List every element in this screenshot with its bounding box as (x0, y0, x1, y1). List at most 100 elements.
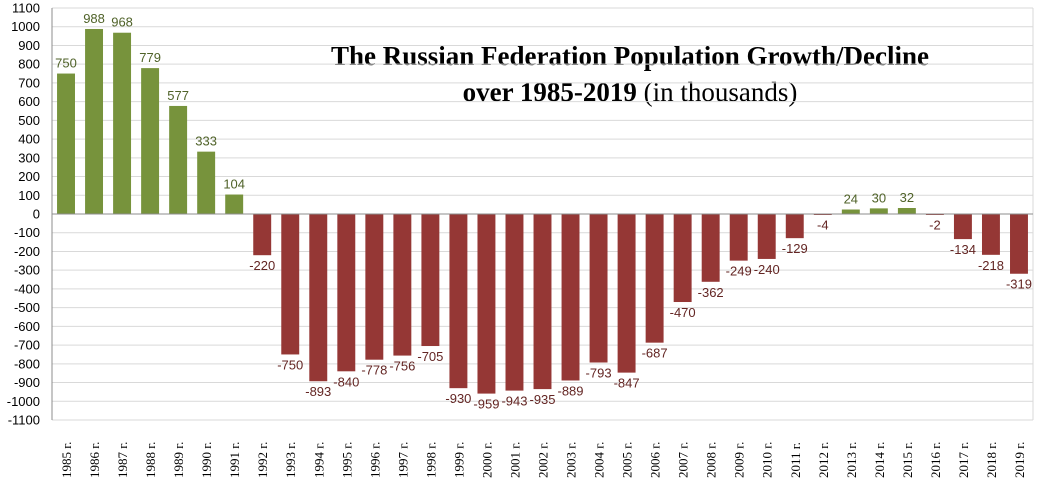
x-tick-label: 2004 г. (592, 442, 607, 478)
x-tick-label: 1993 г. (283, 442, 298, 478)
data-label: -705 (417, 349, 443, 364)
data-label: -218 (978, 258, 1004, 273)
y-tick-label: 700 (18, 75, 40, 90)
x-tick-label: 2010 г. (760, 442, 775, 478)
y-tick-label: 900 (18, 38, 40, 53)
x-tick-label: 1994 г. (311, 442, 326, 478)
y-tick-label: -600 (14, 319, 40, 334)
data-label: -249 (726, 264, 752, 279)
data-label: -756 (389, 359, 415, 374)
y-tick-label: 300 (18, 150, 40, 165)
x-tick-label: 2018 г. (984, 442, 999, 478)
data-label: 333 (195, 134, 217, 149)
bar (841, 209, 860, 214)
bar (225, 194, 244, 214)
bar (141, 68, 160, 214)
title-line-1: The Russian Federation Population Growth… (330, 41, 930, 71)
y-tick-label: -300 (14, 263, 40, 278)
x-tick-label: 1986 г. (87, 442, 102, 478)
data-label: -935 (529, 392, 555, 407)
data-label: -319 (1006, 277, 1032, 292)
bar (449, 214, 468, 389)
bar (729, 214, 748, 261)
x-tick-label: 2019 г. (1012, 442, 1027, 478)
y-tick-label: -500 (14, 300, 40, 315)
y-tick-label: -700 (14, 338, 40, 353)
y-tick-label: -1100 (8, 413, 40, 428)
y-tick-label: 800 (18, 57, 40, 72)
data-label: -943 (501, 394, 527, 409)
y-tick-label: -800 (14, 356, 40, 371)
data-label: 988 (83, 11, 105, 26)
bar (365, 214, 384, 360)
x-tick-label: 2007 г. (676, 442, 691, 478)
x-tick-label: 2003 г. (564, 442, 579, 478)
bar (169, 105, 188, 214)
data-label: -2 (929, 217, 941, 232)
bar (477, 214, 496, 394)
data-label: 750 (55, 56, 77, 71)
bar (981, 214, 1000, 255)
y-tick-label: 400 (18, 132, 40, 147)
bar (1010, 214, 1028, 274)
data-label: -840 (333, 374, 359, 389)
data-label: -750 (277, 357, 303, 372)
data-label: 30 (872, 190, 886, 205)
data-label: -778 (361, 363, 387, 378)
x-tick-label: 2014 г. (872, 442, 887, 478)
x-tick-label: 2006 г. (648, 442, 663, 478)
x-tick-label: 2001 г. (507, 442, 522, 478)
x-tick-label: 2011 г. (788, 442, 803, 478)
y-tick-label: -400 (14, 281, 40, 296)
bar (757, 214, 776, 259)
x-tick-label: 2002 г. (536, 442, 551, 478)
x-tick-label: 1989 г. (171, 442, 186, 478)
y-tick-label: 1000 (11, 19, 40, 34)
x-tick-label: 1987 г. (115, 442, 130, 478)
bar (617, 214, 636, 373)
data-label: -847 (614, 376, 640, 391)
y-tick-label: -1000 (7, 394, 40, 409)
y-tick-label: 0 (33, 207, 40, 222)
x-tick-label: 1995 г. (339, 442, 354, 478)
data-label: -129 (782, 241, 808, 256)
x-tick-label: 1991 г. (227, 442, 242, 478)
x-tick-label: 1999 г. (451, 442, 466, 478)
data-label: 779 (139, 50, 161, 65)
bar (337, 214, 356, 372)
x-tick-label: 2012 г. (816, 442, 831, 478)
data-label: -470 (670, 305, 696, 320)
x-tick-label: 1998 г. (423, 442, 438, 478)
bar (421, 214, 440, 347)
bar (57, 73, 75, 214)
bar (533, 214, 552, 390)
y-tick-label: 600 (18, 94, 40, 109)
data-label: -362 (698, 285, 724, 300)
bar (785, 214, 804, 239)
data-label: -4 (817, 218, 829, 233)
y-tick-label: 100 (18, 188, 40, 203)
bar (673, 214, 692, 303)
data-label: -793 (586, 366, 612, 381)
data-label: -889 (558, 383, 584, 398)
bar (869, 208, 888, 214)
bar (953, 214, 972, 240)
data-label: -240 (754, 262, 780, 277)
data-label: 968 (111, 15, 133, 30)
data-label: -687 (642, 346, 668, 361)
x-tick-label: 1990 г. (199, 442, 214, 478)
bar (897, 208, 916, 214)
x-tick-label: 2005 г. (620, 442, 635, 478)
bar (645, 214, 664, 343)
bar (253, 214, 272, 256)
data-label: 32 (900, 190, 914, 205)
data-label: 24 (844, 192, 858, 207)
x-tick-label: 2000 г. (479, 442, 494, 478)
bar (589, 214, 608, 363)
data-label: 577 (167, 88, 189, 103)
data-label: -959 (473, 397, 499, 412)
bar (505, 214, 524, 391)
bar (701, 214, 720, 282)
x-tick-label: 1985 г. (59, 442, 74, 478)
